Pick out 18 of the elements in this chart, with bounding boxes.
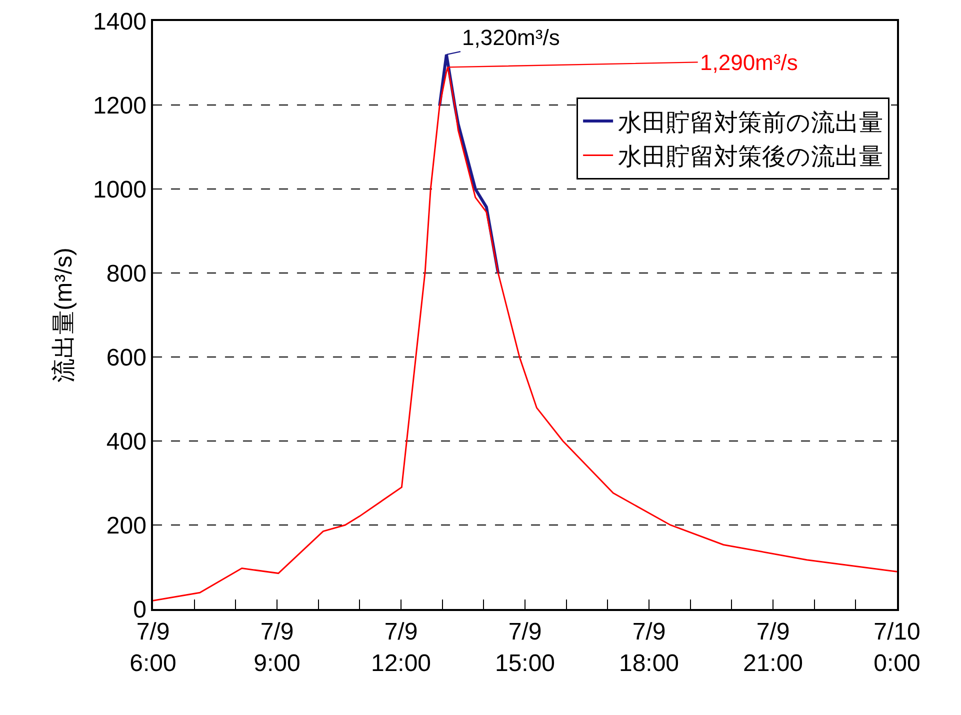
x-tick-label: 7/9 15:00 — [494, 618, 556, 677]
x-tick-label: 7/9 12:00 — [370, 618, 432, 677]
y-tick-label: 200 — [106, 512, 146, 540]
x-tick-label: 7/9 18:00 — [618, 618, 680, 677]
x-tick-label: 7/9 9:00 — [254, 618, 300, 677]
x-tick-label: 7/9 21:00 — [742, 618, 804, 677]
annotation: 1,290m³/s — [700, 50, 798, 75]
y-axis-title: 流出量(m³/s) — [50, 248, 78, 382]
y-tick-label: 1200 — [93, 92, 146, 120]
y-tick-label: 400 — [106, 428, 146, 456]
y-tick-label: 1400 — [93, 8, 146, 36]
legend-label: 水田貯留対策後の流出量 — [618, 144, 884, 171]
x-tick-label: 7/10 0:00 — [874, 618, 920, 677]
y-tick-label: 800 — [106, 260, 146, 288]
legend-label: 水田貯留対策前の流出量 — [618, 109, 884, 136]
y-tick-label: 1000 — [93, 176, 146, 204]
y-tick-label: 600 — [106, 344, 146, 372]
annotation: 1,320m³/s — [462, 25, 560, 50]
